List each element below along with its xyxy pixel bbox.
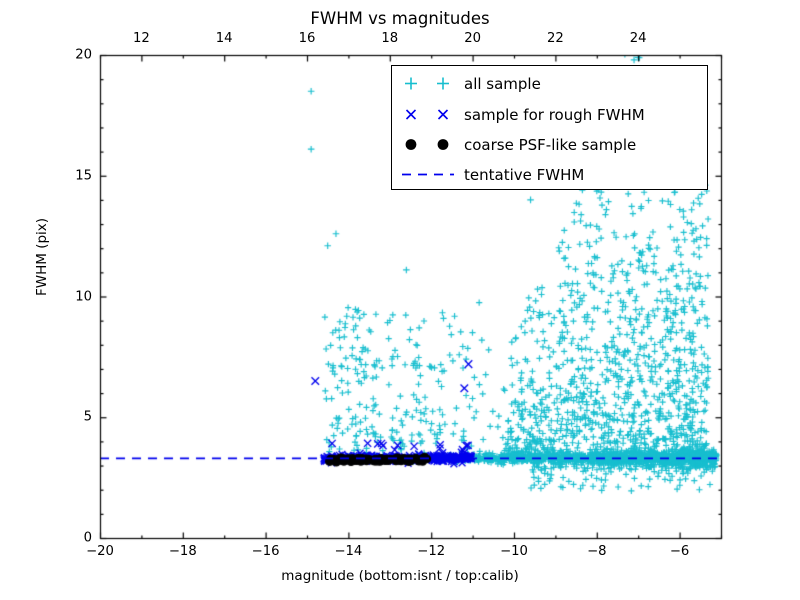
y-tick-label: 0 (83, 530, 92, 546)
cross-marker (392, 99, 464, 130)
legend-entry-tentative-fwhm: tentative FWHM (392, 159, 707, 190)
legend-label: coarse PSF-like sample (464, 135, 637, 154)
legend-label: tentative FWHM (464, 165, 585, 184)
legend: all sample sample for rough FWHM (391, 65, 708, 190)
x-tick-bottom: −6 (669, 544, 690, 559)
x-tick-bottom: −20 (86, 544, 114, 559)
x-tick-bottom: −18 (168, 544, 197, 559)
x-tick-top: 18 (381, 31, 399, 46)
x-tick-top: 12 (133, 31, 150, 46)
legend-entry-all-sample: all sample (392, 68, 707, 99)
x-tick-bottom: −8 (587, 544, 607, 559)
legend-label: all sample (464, 74, 541, 93)
x-tick-bottom: −16 (251, 544, 280, 559)
circle-marker (392, 129, 464, 160)
legend-entry-rough-fwhm: sample for rough FWHM (392, 99, 707, 130)
x-tick-bottom: −10 (500, 544, 528, 559)
y-axis-label: FWHM (pix) (34, 217, 50, 296)
y-tick-label: 15 (75, 168, 92, 184)
y-tick-label: 20 (75, 47, 92, 63)
x-tick-top: 20 (464, 31, 481, 46)
x-tick-bottom: −14 (334, 544, 363, 559)
plus-marker (392, 68, 464, 99)
x-tick-bottom: −12 (417, 544, 446, 559)
y-tick-label: 5 (83, 409, 92, 425)
legend-label: sample for rough FWHM (464, 105, 645, 124)
y-tick-label: 10 (75, 289, 92, 304)
x-tick-top: 22 (547, 31, 564, 46)
chart-title: FWHM vs magnitudes (310, 9, 490, 28)
x-axis-label: magnitude (bottom:isnt / top:calib) (281, 568, 519, 584)
x-tick-top: 16 (298, 31, 316, 46)
x-tick-top: 24 (629, 31, 647, 46)
legend-entry-coarse-psf: coarse PSF-like sample (392, 129, 707, 160)
dashed-line-marker (392, 159, 464, 190)
x-tick-top: 14 (215, 31, 233, 46)
